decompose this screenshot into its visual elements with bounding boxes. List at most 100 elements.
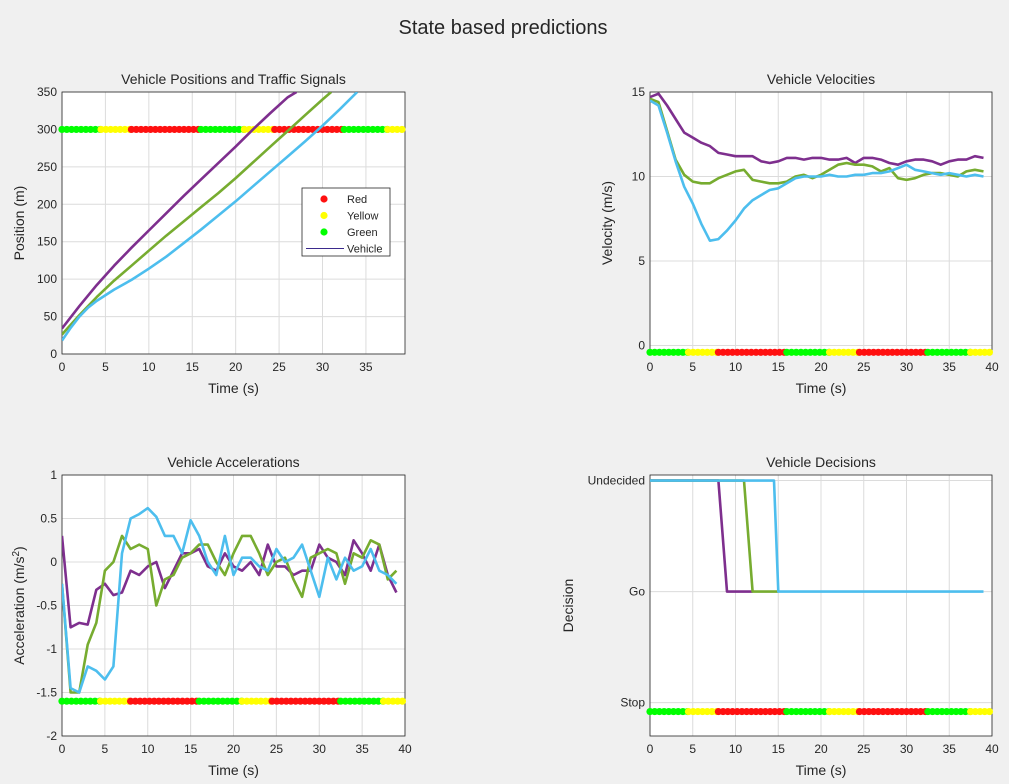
series-line-vehicle-1 bbox=[650, 92, 984, 166]
x-tick-label: 40 bbox=[985, 360, 999, 374]
x-axis-label: Time (s) bbox=[796, 762, 847, 778]
y-tick-label: 200 bbox=[37, 197, 57, 211]
x-tick-label: 30 bbox=[316, 360, 330, 374]
x-tick-label: 30 bbox=[900, 360, 914, 374]
x-tick-label: 40 bbox=[985, 742, 999, 756]
axes-frame bbox=[649, 474, 993, 737]
series-lines bbox=[650, 92, 984, 242]
y-tick-label: -2 bbox=[46, 729, 57, 743]
x-tick-label: 35 bbox=[359, 360, 373, 374]
subplot-1: 0 5 10 15 20 25 30 35050100150200250300350Vehic… bbox=[11, 71, 406, 396]
legend-box bbox=[301, 187, 391, 257]
y-tick-label: 1 bbox=[50, 468, 57, 482]
y-axis-label: Decision bbox=[560, 579, 576, 633]
traffic-signal-markers bbox=[646, 707, 994, 716]
axes-frame bbox=[61, 474, 406, 737]
y-tick-label: 0 bbox=[638, 339, 645, 353]
x-tick-label: 20 bbox=[814, 360, 828, 374]
y-tick-label: 150 bbox=[37, 235, 57, 249]
y-tick-label: 100 bbox=[37, 272, 57, 286]
subplots: 0 5 10 15 20 25 30 35050100150200250300350Vehic… bbox=[11, 71, 999, 778]
series-line-vehicle-2 bbox=[62, 92, 333, 336]
y-tick-label: -1 bbox=[46, 642, 57, 656]
x-tick-label: 25 bbox=[857, 742, 871, 756]
x-tick-label: 40 bbox=[398, 742, 412, 756]
x-tick-label: 0 bbox=[647, 360, 654, 374]
x-tick-label: 20 bbox=[229, 360, 243, 374]
x-tick-label: 20 bbox=[814, 742, 828, 756]
x-tick-label: 15 bbox=[186, 360, 200, 374]
subplot-title: Vehicle Decisions bbox=[766, 454, 876, 470]
axes-frame bbox=[61, 91, 406, 355]
subplot-title: Vehicle Accelerations bbox=[167, 454, 299, 470]
x-tick-label: 10 bbox=[729, 742, 743, 756]
subplot-4: 0 5 10 15 20 25 30 35 40 Stop Go Undecided Vehicle D… bbox=[560, 454, 999, 778]
x-tick-label: 25 bbox=[270, 742, 284, 756]
x-axis-label: Time (s) bbox=[796, 380, 847, 396]
y-tick-label: 0.5 bbox=[40, 512, 57, 526]
signal-dot-yellow bbox=[985, 348, 994, 356]
y-tick-label: Undecided bbox=[588, 474, 645, 488]
x-tick-label: 30 bbox=[313, 742, 327, 756]
legend-label: Red bbox=[347, 194, 367, 206]
y-tick-label: 0 bbox=[50, 347, 57, 361]
x-tick-label: 10 bbox=[729, 360, 743, 374]
subplot-3: 0 5 10 15 20 25 30 35 40 -2 -1.5 -1 -0.5 0 0.5 1 Vehicle… bbox=[11, 454, 412, 778]
y-tick-label: -1.5 bbox=[36, 686, 57, 700]
y-tick-label: -0.5 bbox=[36, 599, 57, 613]
legend-marker-yellow bbox=[320, 211, 328, 220]
x-axis-label: Time (s) bbox=[208, 380, 259, 396]
series-lines bbox=[62, 92, 359, 342]
subplot-2: 0 5 10 15 20 25 30 35 40 0 5 10 15 Vehicle Velocities… bbox=[599, 71, 999, 396]
series-lines bbox=[650, 479, 984, 593]
legend-label: Yellow bbox=[347, 211, 378, 223]
traffic-signal-markers bbox=[58, 125, 406, 134]
legend: Red Yellow Green Vehicle bbox=[301, 187, 391, 257]
x-tick-label: 15 bbox=[772, 360, 786, 374]
y-axis-label: Position (m) bbox=[11, 186, 27, 261]
x-tick-label: 35 bbox=[943, 742, 957, 756]
x-tick-label: 0 bbox=[59, 360, 66, 374]
legend-label: Vehicle bbox=[347, 244, 382, 256]
x-tick-label: 20 bbox=[227, 742, 241, 756]
legend-marker-green bbox=[320, 228, 328, 236]
x-tick-label: 35 bbox=[943, 360, 957, 374]
x-tick-label: 15 bbox=[772, 742, 786, 756]
y-tick-label: 300 bbox=[37, 122, 57, 136]
x-tick-label: 0 bbox=[647, 742, 654, 756]
x-tick-label: 15 bbox=[184, 742, 198, 756]
y-tick-label: 350 bbox=[37, 85, 57, 99]
x-axis-label: Time (s) bbox=[208, 762, 259, 778]
y-tick-label: 15 bbox=[632, 85, 646, 99]
x-tick-label: 5 bbox=[689, 360, 696, 374]
subplot-title: Vehicle Positions and Traffic Signals bbox=[121, 71, 346, 87]
y-axis-label: Acceleration (m/s2) bbox=[11, 546, 28, 664]
y-tick-label: Stop bbox=[620, 696, 645, 710]
y-tick-label: 0 bbox=[50, 555, 57, 569]
legend-label: Green bbox=[347, 227, 378, 239]
x-tick-label: 5 bbox=[102, 742, 109, 756]
x-tick-label: 5 bbox=[102, 360, 109, 374]
subplot-title: Vehicle Velocities bbox=[767, 71, 875, 87]
y-tick-label: 10 bbox=[632, 170, 646, 184]
x-tick-label: 0 bbox=[59, 742, 66, 756]
signal-dot-yellow bbox=[985, 707, 994, 716]
series-line-vehicle-3 bbox=[650, 99, 984, 242]
series-line-vehicle-1 bbox=[62, 92, 298, 330]
y-axis-label: Velocity (m/s) bbox=[599, 181, 615, 265]
x-tick-label: 35 bbox=[355, 742, 369, 756]
legend-marker-red bbox=[320, 195, 328, 203]
series-line-vehicle-3 bbox=[62, 506, 398, 694]
traffic-signal-markers bbox=[646, 348, 994, 356]
figure-title: State based predictions bbox=[398, 17, 607, 39]
y-tick-label: 50 bbox=[44, 310, 58, 324]
x-tick-label: 10 bbox=[142, 360, 156, 374]
y-tick-label: 250 bbox=[37, 160, 57, 174]
traffic-signal-markers bbox=[58, 697, 407, 705]
x-tick-label: 5 bbox=[689, 742, 696, 756]
series-line-vehicle-3 bbox=[62, 92, 359, 342]
series-lines bbox=[62, 506, 398, 694]
x-tick-label: 25 bbox=[857, 360, 871, 374]
x-tick-label: 10 bbox=[141, 742, 155, 756]
